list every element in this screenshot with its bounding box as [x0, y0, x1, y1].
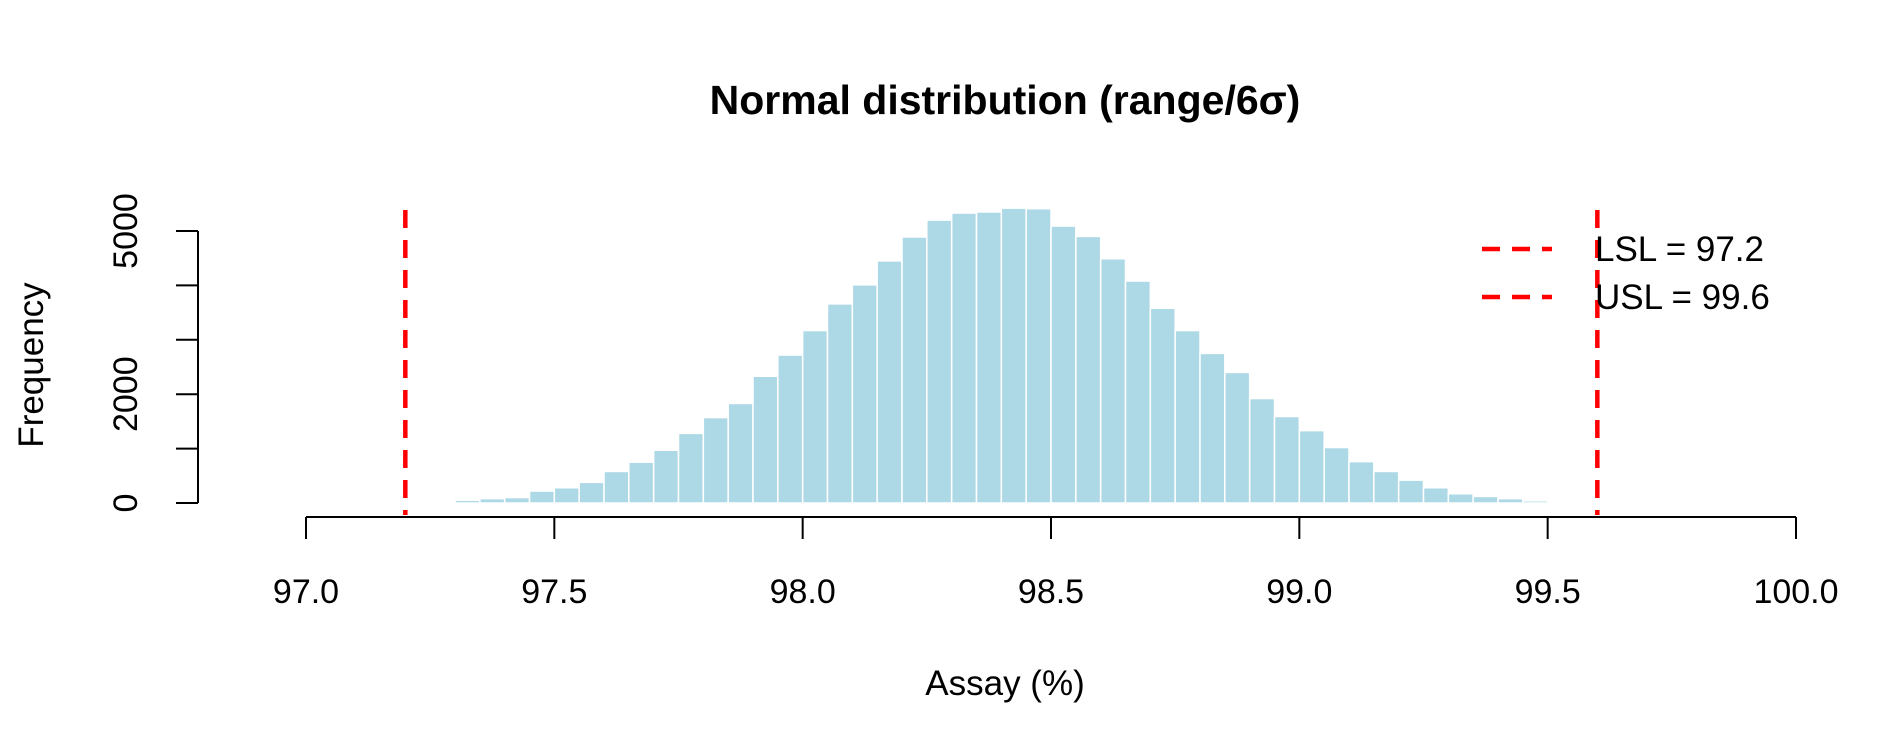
x-tick-label: 100.0: [1753, 573, 1838, 611]
bars-group: [429, 207, 1549, 504]
chart-title: Normal distribution (range/6σ): [710, 77, 1301, 123]
histogram-bar: [1422, 487, 1450, 504]
histogram-bar: [1075, 235, 1102, 504]
histogram-bar: [1348, 460, 1375, 504]
histogram-bar: [950, 212, 978, 504]
histogram-bar: [1323, 446, 1350, 504]
histogram-bar: [503, 496, 531, 504]
x-axis: 97.0 97.5 98.0 98.5 99.0 99.5 100.0: [273, 516, 1839, 611]
histogram-bar: [429, 501, 456, 504]
histogram-bar: [1000, 207, 1027, 504]
histogram-bar: [528, 490, 556, 504]
reference-lines-group: [403, 210, 1600, 515]
histogram-bar: [652, 449, 680, 504]
histogram-bar: [553, 487, 580, 504]
histogram-bar: [851, 284, 878, 504]
histogram-bar: [479, 497, 506, 504]
histogram-bar: [1099, 257, 1127, 504]
y-axis: 0 2000 5000: [107, 193, 199, 513]
histogram-bar: [1025, 207, 1052, 504]
x-tick-label: 99.5: [1515, 573, 1581, 611]
y-tick-label: 5000: [107, 193, 145, 269]
x-tick-label: 97.0: [273, 573, 339, 611]
histogram-bar: [677, 432, 705, 504]
histogram-bar: [1397, 479, 1425, 504]
x-tick-label: 98.0: [770, 573, 836, 611]
histogram-bar: [454, 499, 481, 504]
histogram-bar: [1497, 497, 1524, 504]
histogram-bar: [1199, 352, 1226, 504]
histogram-bar: [1373, 470, 1400, 504]
histogram-bar: [1124, 280, 1152, 504]
histogram-bar: [628, 461, 655, 504]
histogram-bar: [1050, 225, 1077, 504]
histogram-bar: [603, 470, 630, 504]
histogram-bar: [578, 481, 605, 504]
histogram-bar: [1224, 371, 1251, 504]
histogram-bar: [975, 211, 1003, 504]
x-axis-label: Assay (%): [925, 664, 1084, 703]
x-tick-label: 97.5: [521, 573, 587, 611]
histogram-bar: [801, 329, 829, 504]
histogram-bar: [1472, 495, 1499, 504]
histogram-bar: [901, 236, 928, 504]
histogram-bar: [1248, 397, 1276, 504]
histogram-bar: [777, 354, 804, 504]
y-tick-label: 0: [107, 494, 145, 513]
histogram-bar: [826, 303, 854, 504]
histogram-bar: [727, 402, 754, 504]
histogram-bar: [1447, 493, 1474, 504]
histogram-bar: [1174, 329, 1201, 504]
legend-entry: USL = 99.6: [1595, 278, 1770, 317]
y-axis-label: Frequency: [12, 282, 51, 448]
histogram-bar: [702, 416, 729, 504]
histogram-bar: [752, 375, 779, 504]
x-tick-label: 99.0: [1266, 573, 1332, 611]
histogram-bar: [876, 260, 903, 504]
x-tick-label: 98.5: [1018, 573, 1084, 611]
y-tick-label: 2000: [107, 356, 145, 432]
legend: LSL = 97.2 USL = 99.6: [1482, 230, 1770, 317]
histogram-bar: [1522, 500, 1549, 504]
histogram-bar: [1149, 307, 1176, 504]
histogram-bar: [926, 219, 953, 504]
histogram-bar: [1273, 415, 1301, 504]
legend-entry: LSL = 97.2: [1595, 230, 1764, 269]
histogram-bar: [1298, 429, 1325, 504]
